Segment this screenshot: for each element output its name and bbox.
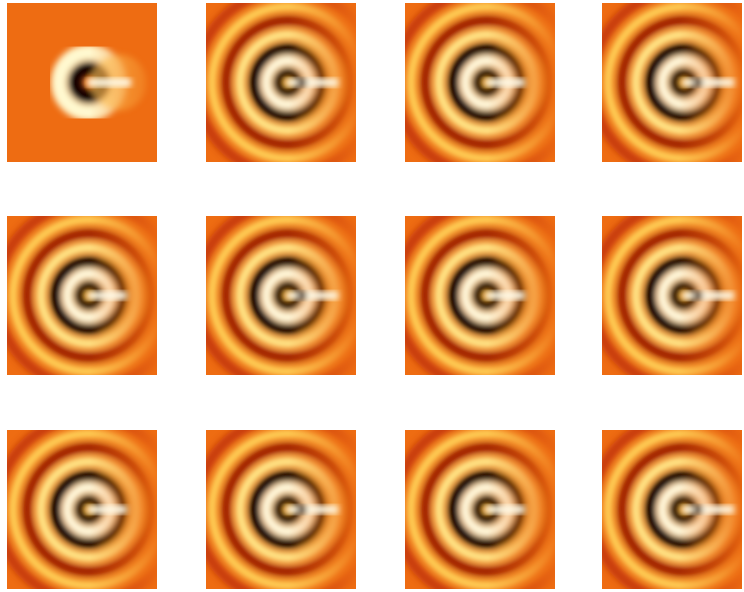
ring	[420, 229, 554, 362]
dark-dot	[694, 78, 702, 87]
beam	[87, 505, 127, 514]
panel	[206, 216, 356, 375]
beam	[286, 291, 338, 300]
ring	[603, 216, 742, 375]
source-line	[485, 78, 525, 87]
ring	[434, 242, 540, 349]
panel	[602, 430, 742, 589]
panel	[7, 216, 157, 375]
panel	[206, 430, 356, 589]
source-line	[87, 291, 127, 300]
dark-dot	[298, 291, 306, 300]
ring	[420, 16, 554, 149]
ring	[434, 29, 540, 136]
ring	[221, 443, 355, 576]
beam	[485, 78, 525, 87]
dark-dot	[298, 505, 306, 514]
panel	[206, 3, 356, 162]
ring	[8, 216, 157, 375]
ring	[603, 430, 742, 589]
ring	[406, 430, 555, 589]
beam	[286, 505, 338, 514]
source-line	[87, 78, 131, 87]
ring	[603, 3, 742, 162]
panel	[7, 3, 157, 162]
panel	[405, 3, 555, 162]
panel	[405, 216, 555, 375]
beam	[485, 505, 525, 514]
source-line	[286, 78, 338, 87]
beam	[682, 291, 734, 300]
source-line	[682, 78, 734, 87]
dark-dot	[694, 505, 702, 514]
beam	[485, 291, 525, 300]
panel	[405, 430, 555, 589]
panel	[602, 3, 742, 162]
ring	[207, 216, 356, 375]
source-line	[87, 505, 127, 514]
ring	[617, 16, 742, 149]
ring	[22, 443, 156, 576]
ring	[8, 430, 157, 589]
source-line	[682, 291, 734, 300]
source-line	[286, 505, 338, 514]
ring	[406, 3, 555, 162]
source-line	[286, 291, 338, 300]
panel	[602, 216, 742, 375]
beam	[87, 291, 127, 300]
panel	[7, 430, 157, 589]
ring	[617, 229, 742, 362]
dark-dot	[298, 78, 306, 87]
source-line	[485, 505, 525, 514]
ring	[617, 443, 742, 576]
ring	[406, 216, 555, 375]
ring	[420, 443, 554, 576]
dark-dot	[694, 291, 702, 300]
beam	[87, 78, 131, 87]
ring	[221, 16, 355, 149]
beam	[682, 78, 734, 87]
ring	[434, 456, 540, 563]
beam	[286, 78, 338, 87]
ring	[36, 242, 142, 349]
ring	[207, 430, 356, 589]
source-line	[485, 291, 525, 300]
ring	[221, 229, 355, 362]
source-line	[682, 505, 734, 514]
ring	[36, 456, 142, 563]
ring	[22, 229, 156, 362]
ring	[207, 3, 356, 162]
beam	[682, 505, 734, 514]
